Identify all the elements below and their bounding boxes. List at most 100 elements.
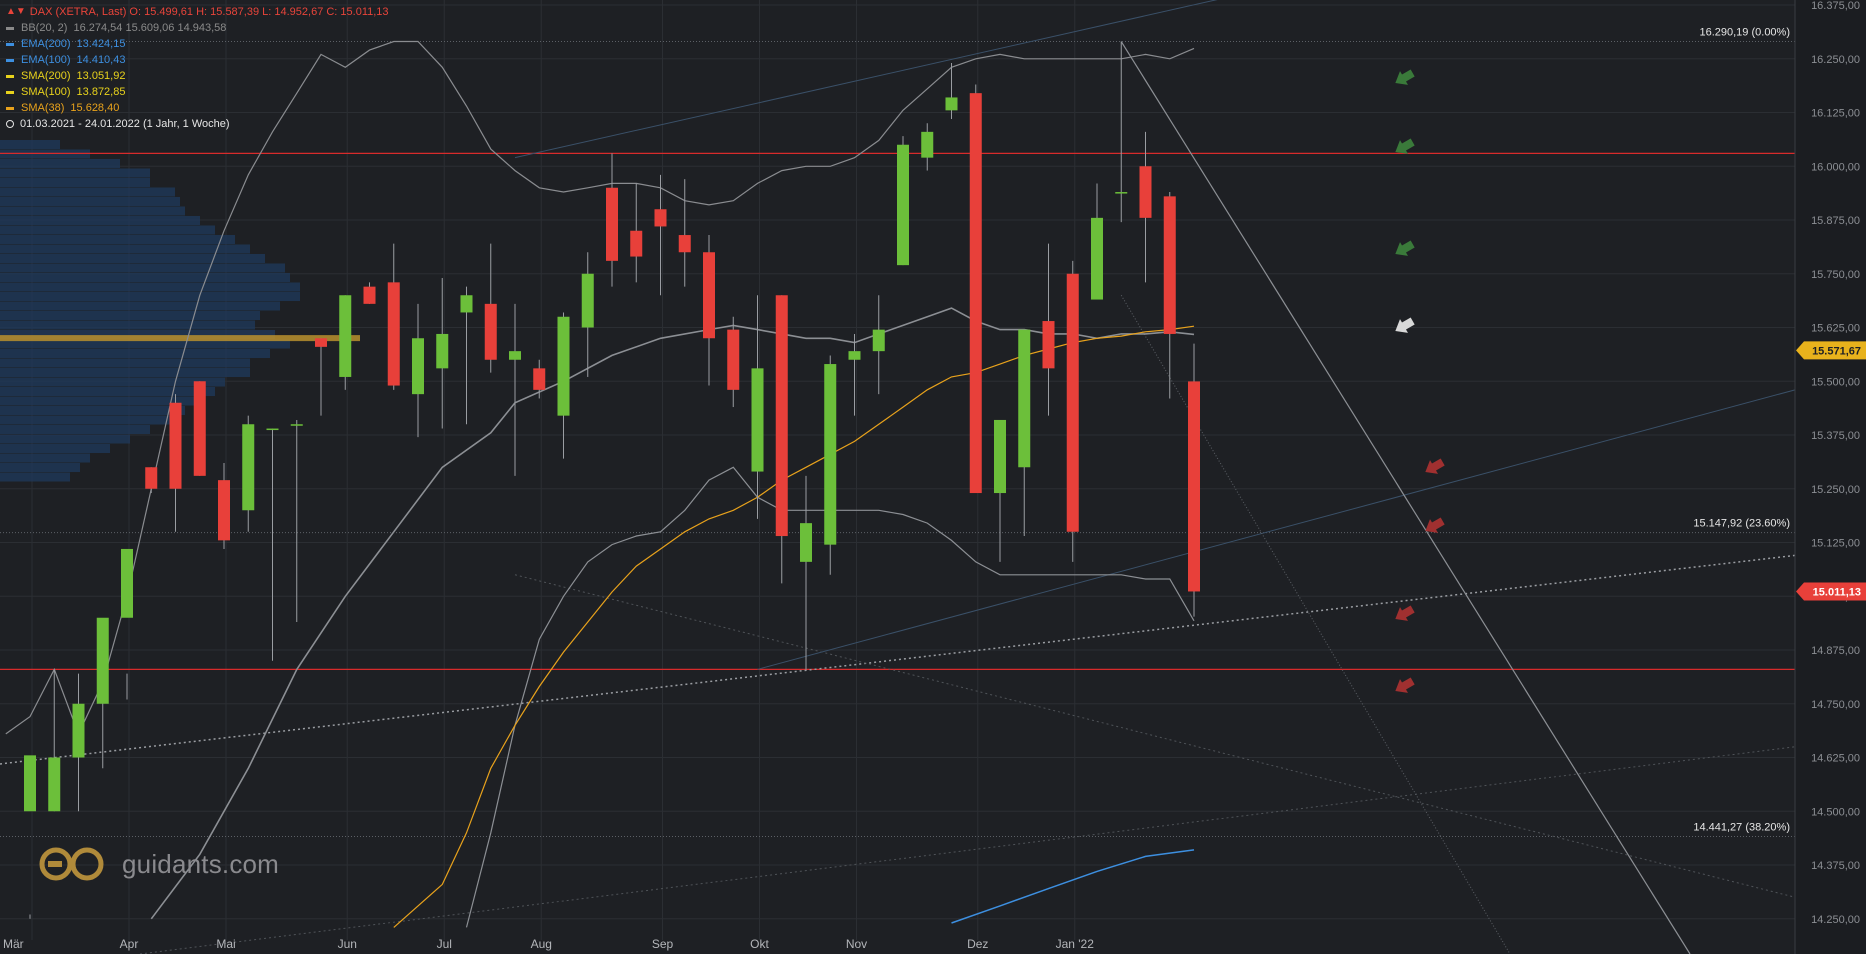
candle-body <box>581 273 594 328</box>
candle-body <box>387 282 400 386</box>
legend-swatch <box>6 58 14 62</box>
x-tick-label: Dez <box>967 937 988 951</box>
indicator-list: BB(20, 2) 16.274,54 15.609,06 14.943,58 EM… <box>6 20 389 116</box>
volume-profile-bar <box>0 396 200 406</box>
signal-arrow-icon <box>1395 677 1415 693</box>
x-tick-label: Sep <box>652 937 674 951</box>
volume-profile-bar <box>0 140 60 149</box>
candle-body <box>1139 166 1152 218</box>
candle-body <box>24 755 36 812</box>
candle-body <box>121 548 133 618</box>
legend-swatch <box>6 74 14 78</box>
volume-profile-bar <box>0 472 70 482</box>
x-tick-label: Aug <box>531 937 552 951</box>
y-tick-label: 16.125,00 <box>1811 108 1860 120</box>
candle-body <box>945 97 958 111</box>
legend-indicator: SMA(38) 15.628,40 <box>6 100 389 116</box>
candle-body <box>969 93 982 494</box>
candle-body <box>775 295 788 537</box>
candle-body <box>751 368 764 472</box>
candle-body <box>266 428 279 431</box>
candle-body <box>921 131 934 158</box>
candle-body <box>169 402 182 489</box>
logo: guidants.com <box>38 843 279 885</box>
volume-profile-bar <box>0 377 225 387</box>
candle-body <box>1115 192 1128 194</box>
signal-arrow-icon <box>1395 240 1415 256</box>
trend-line-dotted <box>0 554 1796 765</box>
guidants-logo-icon <box>39 847 104 881</box>
candle-body <box>48 757 61 812</box>
y-tick-label: 15.875,00 <box>1811 215 1860 227</box>
trend-line-channel <box>757 389 1796 670</box>
sma38-price-tag: 15.571,67 <box>1812 345 1861 357</box>
y-tick-label: 16.375,00 <box>1811 0 1860 12</box>
legend-indicator-name: EMA(100) <box>21 54 71 66</box>
candle-body <box>897 144 909 266</box>
axis-background <box>1795 0 1866 954</box>
volume-profile-bar <box>0 444 110 453</box>
volume-profile-bar <box>0 263 285 273</box>
candle-body <box>872 329 885 352</box>
candle-body <box>290 424 303 426</box>
y-tick-label: 14.750,00 <box>1811 699 1860 711</box>
legend-header-row: ▲▼ DAX (XETRA, Last) O: 15.499,61 H: 15.… <box>6 4 389 20</box>
legend-indicator: BB(20, 2) 16.274,54 15.609,06 14.943,58 <box>6 20 389 36</box>
legend-indicator: EMA(100) 14.410,43 <box>6 52 389 68</box>
y-tick-label: 16.250,00 <box>1811 54 1860 66</box>
candle-body <box>484 303 497 360</box>
volume-profile-bar <box>0 206 185 216</box>
candles <box>24 41 1200 919</box>
legend-range-row: 01.03.2021 - 24.01.2022 (1 Jahr, 1 Woche… <box>6 116 389 132</box>
legend-indicator-values: 13.424,15 <box>76 38 126 50</box>
y-tick-label: 15.125,00 <box>1811 538 1860 550</box>
overlay-lines <box>0 0 1796 954</box>
x-tick-label: Jun <box>338 937 357 951</box>
legend-swatch <box>6 90 14 94</box>
signal-arrow-icon <box>1425 458 1445 474</box>
candle-body <box>994 419 1006 494</box>
volume-profile <box>0 140 360 482</box>
volume-profile-bar <box>0 349 270 358</box>
signal-arrow-icon <box>1395 69 1415 85</box>
x-tick-label: Mär <box>3 937 24 951</box>
fib-label: 14.441,27 (38.20%) <box>1693 822 1790 834</box>
legend-indicator: SMA(200) 13.051,92 <box>6 68 389 84</box>
candle-body <box>606 187 618 261</box>
legend-range: 01.03.2021 - 24.01.2022 (1 Jahr, 1 Woche… <box>20 118 230 130</box>
x-tick-label: Apr <box>120 937 139 951</box>
volume-profile-bar <box>0 197 180 206</box>
last-price-tag-bg <box>1796 582 1866 601</box>
volume-profile-bar <box>0 282 300 292</box>
signal-arrows <box>1395 69 1445 693</box>
volume-profile-bar <box>0 225 215 235</box>
candle-body <box>315 338 327 347</box>
legend-indicator-name: BB(20, 2) <box>21 22 68 34</box>
bollinger-upper <box>5 40 1195 736</box>
fib-label: 15.147,92 (23.60%) <box>1693 518 1790 530</box>
x-tick-label: Jan '22 <box>1056 937 1095 951</box>
down-trend-line <box>1120 41 1691 954</box>
volume-profile-bar <box>0 387 215 396</box>
y-tick-label: 14.375,00 <box>1811 860 1860 872</box>
volume-profile-bar <box>0 149 90 159</box>
volume-profile-bar <box>0 358 250 368</box>
signal-arrow-icon <box>1395 605 1415 621</box>
candle-body <box>145 467 158 489</box>
legend-swatch <box>6 42 14 46</box>
signal-arrow-icon <box>1425 517 1445 533</box>
legend-indicator-values: 16.274,54 15.609,06 14.943,58 <box>73 22 227 34</box>
candle-body <box>436 333 449 369</box>
chart-labels: 16.375,00 16.250,00 16.125,00 16.000,00 15.8… <box>3 0 1866 951</box>
y-tick-label: 14.875,00 <box>1811 645 1860 657</box>
candle-body <box>1066 273 1079 532</box>
clock-icon <box>6 120 14 128</box>
volume-profile-bar <box>0 235 235 244</box>
x-tick-label: Nov <box>846 937 867 951</box>
candle-body <box>1018 329 1031 468</box>
trend-line-upper <box>514 0 1218 159</box>
legend-indicator-name: EMA(200) <box>21 38 71 50</box>
x-tick-label: Mai <box>216 937 235 951</box>
legend-indicator-name: SMA(38) <box>21 102 65 114</box>
